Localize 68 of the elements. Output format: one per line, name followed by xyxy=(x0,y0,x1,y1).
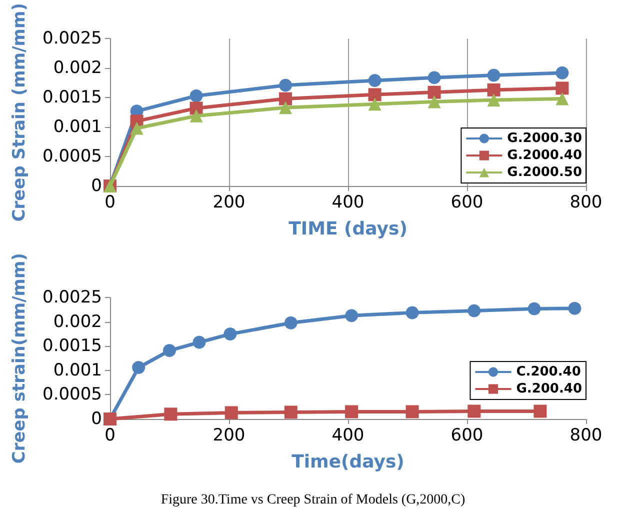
y-tick-label: 0.0015 xyxy=(42,88,102,108)
point xyxy=(428,86,441,99)
y-tick-label: 0.0025 xyxy=(42,28,102,49)
point xyxy=(406,405,419,418)
y-tick-label: 0.001 xyxy=(53,117,102,138)
point xyxy=(534,404,547,418)
point xyxy=(224,328,237,341)
point xyxy=(568,302,582,315)
x-tick-label: 200 xyxy=(212,192,246,212)
x-tick-label: 800 xyxy=(570,426,602,446)
point xyxy=(284,316,298,330)
point xyxy=(406,306,419,320)
point xyxy=(279,101,292,114)
point xyxy=(190,102,203,115)
x-tick-label: 600 xyxy=(450,192,484,212)
point xyxy=(192,336,206,349)
point xyxy=(163,344,176,358)
y-tick-label: 0.0005 xyxy=(42,384,102,405)
point xyxy=(468,304,481,318)
x-axis-title: Time(days) xyxy=(292,452,404,472)
legend-label: G.2000.50 xyxy=(507,165,582,180)
y-axis-title: Creep Strain (mm/mm) xyxy=(10,3,30,222)
x-tick-label: 800 xyxy=(570,192,602,212)
point xyxy=(428,71,441,84)
point xyxy=(284,406,298,419)
x-tick-label: 600 xyxy=(450,426,484,446)
y-tick-label: 0.0005 xyxy=(42,146,102,167)
point xyxy=(528,302,541,316)
legend-label: G.2000.30 xyxy=(507,131,582,146)
y-tick-label: 0.002 xyxy=(53,58,102,78)
point xyxy=(487,83,500,96)
point xyxy=(279,92,292,106)
legend-label: G.2000.40 xyxy=(507,148,582,163)
legend-label: C.200.40 xyxy=(516,364,581,380)
y-tick-label: 0.001 xyxy=(53,360,102,380)
legend-label: G.200.40 xyxy=(516,382,582,396)
y-axis-title: Creep strain(mm/mm) xyxy=(10,253,30,464)
y-tick-label: 0 xyxy=(91,409,102,429)
point xyxy=(487,93,500,106)
point xyxy=(428,95,441,108)
y-tick-label: 0.002 xyxy=(53,312,102,332)
x-tick-label: 0 xyxy=(104,426,116,446)
point xyxy=(190,89,203,102)
y-tick-label: 0 xyxy=(91,176,102,196)
point xyxy=(345,405,358,418)
point xyxy=(556,92,569,106)
y-tick-label: 0.0015 xyxy=(42,336,102,356)
x-tick-label: 400 xyxy=(332,192,364,212)
x-tick-label: 200 xyxy=(212,426,246,446)
point xyxy=(164,408,178,421)
point xyxy=(130,122,144,135)
point xyxy=(345,309,358,322)
point xyxy=(487,68,500,82)
point xyxy=(368,98,382,111)
point xyxy=(368,88,382,102)
point xyxy=(224,406,238,420)
x-axis-title: TIME (days) xyxy=(288,218,408,240)
x-tick-label: 400 xyxy=(332,426,364,446)
point xyxy=(279,78,292,92)
point xyxy=(556,66,569,80)
point xyxy=(368,74,382,88)
caption: Figure 30.Time vs Creep Strain of Models (G,2000,C) xyxy=(160,492,466,508)
x-tick-label: 0 xyxy=(104,192,116,212)
y-tick-label: 0.0025 xyxy=(42,288,102,308)
point xyxy=(468,404,481,418)
point xyxy=(556,82,569,95)
point xyxy=(132,361,146,374)
point xyxy=(190,109,203,122)
